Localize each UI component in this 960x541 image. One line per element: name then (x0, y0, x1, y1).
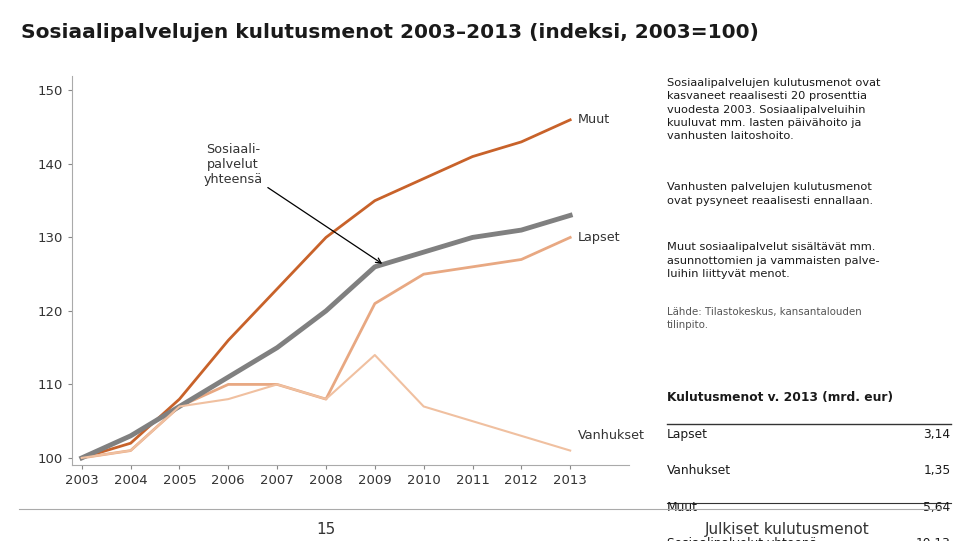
Text: Sosiaalipalvelut yhteenä: Sosiaalipalvelut yhteenä (666, 537, 817, 541)
Text: 10,13: 10,13 (916, 537, 950, 541)
Text: Kulutusmenot v. 2013 (mrd. eur): Kulutusmenot v. 2013 (mrd. eur) (666, 391, 893, 404)
Text: Vanhukset: Vanhukset (578, 430, 644, 443)
Text: Vanhukset: Vanhukset (666, 464, 731, 477)
Text: Lapset: Lapset (578, 231, 620, 244)
Text: 5,64: 5,64 (924, 500, 950, 513)
Text: 1,35: 1,35 (924, 464, 950, 477)
Text: Julkiset kulutusmenot: Julkiset kulutusmenot (705, 522, 870, 537)
Text: Muut: Muut (578, 113, 610, 127)
Text: Lapset: Lapset (666, 428, 708, 441)
Text: Muut: Muut (666, 500, 698, 513)
Text: Muut sosiaalipalvelut sisältävät mm.
asunnottomien ja vammaisten palve-
luihin l: Muut sosiaalipalvelut sisältävät mm. asu… (666, 242, 879, 279)
Text: Sosiaalipalvelujen kulutusmenot 2003–2013 (indeksi, 2003=100): Sosiaalipalvelujen kulutusmenot 2003–201… (21, 23, 759, 42)
Text: Lähde: Tilastokeskus, kansantalouden
tilinpito.: Lähde: Tilastokeskus, kansantalouden til… (666, 307, 861, 330)
Text: 3,14: 3,14 (924, 428, 950, 441)
Text: 15: 15 (317, 522, 336, 537)
Text: Sosiaalipalvelujen kulutusmenot ovat
kasvaneet reaalisesti 20 prosenttia
vuodest: Sosiaalipalvelujen kulutusmenot ovat kas… (666, 78, 880, 141)
Text: Vanhusten palvelujen kulutusmenot
ovat pysyneet reaalisesti ennallaan.: Vanhusten palvelujen kulutusmenot ovat p… (666, 182, 873, 206)
Text: Sosiaali-
palvelut
yhteensä: Sosiaali- palvelut yhteensä (204, 143, 381, 263)
